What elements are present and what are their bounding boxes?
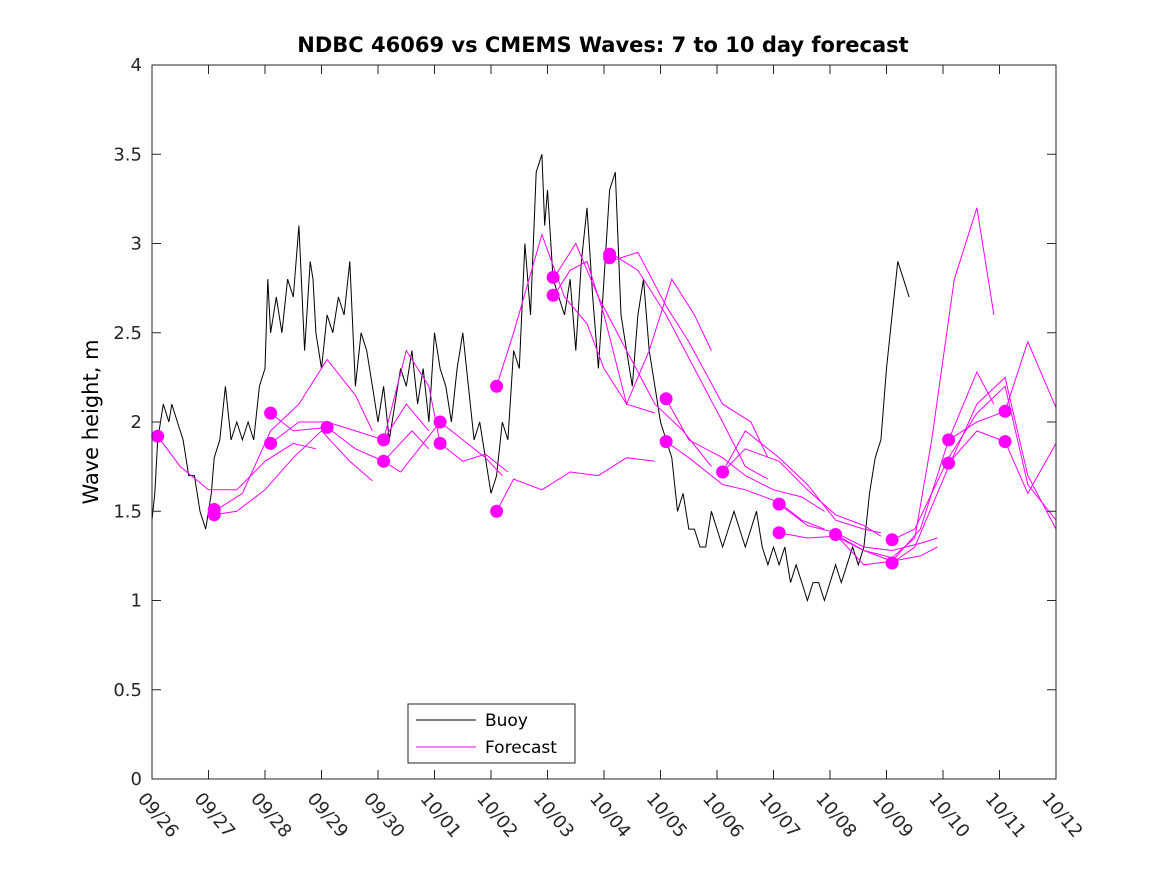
forecast-marker — [942, 456, 956, 470]
forecast-series-line-15 — [665, 441, 825, 530]
forecast-marker — [264, 406, 278, 420]
forecast-series-line-9 — [496, 232, 656, 414]
y-tick-label: 2.5 — [113, 323, 142, 344]
y-tick-label: 0.5 — [113, 680, 142, 701]
forecast-series-line-3 — [213, 358, 373, 512]
forecast-series-line-5 — [270, 403, 430, 444]
forecast-series-line-18 — [778, 503, 938, 552]
forecast-series-line-23 — [891, 376, 1057, 564]
forecast-marker — [490, 504, 504, 518]
y-tick-label: 3 — [131, 234, 142, 255]
legend-box — [407, 703, 576, 764]
legend-buoy-label: Buoy — [485, 711, 528, 731]
forecast-series-line-8 — [496, 457, 655, 512]
forecast-series-line-16 — [722, 430, 882, 534]
forecast-marker — [885, 533, 899, 547]
forecast-marker — [829, 528, 843, 541]
y-tick-label: 2 — [131, 412, 142, 433]
chart-title: NDBC 46069 vs CMEMS Waves: 7 to 10 day f… — [297, 33, 908, 57]
forecast-series-line-17 — [722, 448, 882, 537]
forecast-marker — [546, 288, 560, 302]
forecast-marker — [603, 251, 617, 265]
forecast-marker — [377, 454, 391, 468]
y-tick-label: 0 — [131, 769, 142, 790]
forecast-series-line-2 — [214, 430, 373, 516]
forecast-marker — [207, 508, 221, 522]
forecast-marker — [998, 404, 1012, 418]
forecast-series-line-12 — [609, 251, 769, 480]
forecast-series-line-22 — [891, 385, 1057, 541]
forecast-series-line-20 — [835, 207, 995, 559]
plot-area — [151, 154, 1057, 603]
forecast-marker — [377, 433, 391, 447]
y-axis-label: Wave height, m — [79, 339, 103, 504]
legend-forecast-label: Forecast — [485, 738, 557, 758]
forecast-marker — [320, 420, 334, 434]
forecast-marker — [490, 379, 504, 393]
forecast-marker — [659, 435, 673, 449]
forecast-series-line-1 — [157, 436, 317, 491]
y-tick-label: 4 — [131, 55, 142, 76]
forecast-series-line-11 — [552, 260, 712, 406]
forecast-series-line-10 — [552, 242, 712, 467]
legend: Buoy Forecast — [407, 703, 576, 764]
forecast-marker — [885, 556, 899, 570]
forecast-marker — [998, 435, 1012, 449]
y-tick-label: 1 — [131, 591, 142, 612]
forecast-marker — [716, 465, 730, 479]
forecast-marker — [433, 436, 447, 450]
forecast-marker — [151, 429, 165, 443]
forecast-marker — [433, 415, 447, 429]
forecast-marker — [546, 270, 560, 284]
buoy-series-line — [151, 154, 910, 603]
forecast-series-line-21 — [835, 370, 995, 566]
forecast-marker — [659, 392, 673, 406]
forecast-marker — [942, 433, 956, 447]
forecast-marker — [772, 526, 786, 540]
forecast-marker — [264, 436, 278, 450]
forecast-series-line-14 — [665, 398, 825, 512]
forecast-marker — [772, 497, 786, 511]
y-tick-label: 3.5 — [113, 144, 142, 165]
forecast-series-line-13 — [609, 251, 769, 458]
y-tick-label: 1.5 — [113, 501, 142, 522]
forecast-series-line-4 — [270, 412, 430, 462]
